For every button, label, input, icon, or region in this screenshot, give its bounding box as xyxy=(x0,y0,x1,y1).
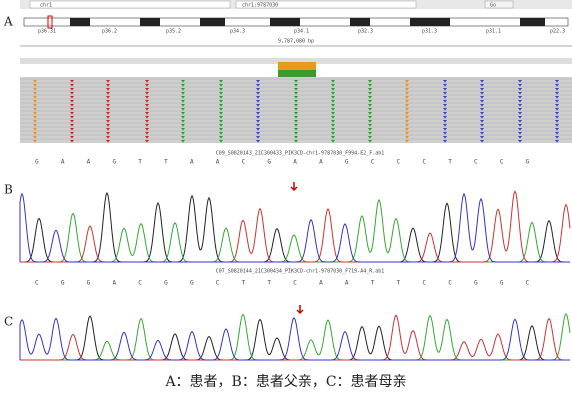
panel-label: B xyxy=(4,183,13,197)
chromatogram xyxy=(20,182,570,262)
variant-arrow xyxy=(297,305,303,313)
bases: G A A G T T A A C G A A G C C C T C C G xyxy=(35,159,539,166)
trace xyxy=(20,315,570,360)
band-label: p34.3 xyxy=(230,29,245,35)
panel-label: A xyxy=(3,15,13,29)
band-label: p36.2 xyxy=(102,29,117,35)
locus: chr1:9787030 xyxy=(242,3,278,9)
file-name: C07_S0820144_21C300434_PIK3CD-chr1-97870… xyxy=(216,269,385,275)
band-label: p31.1 xyxy=(486,29,501,35)
band-label: p34.1 xyxy=(294,29,309,35)
variant-bar xyxy=(278,70,316,77)
band xyxy=(520,18,545,26)
band xyxy=(70,18,90,26)
variant-arrow xyxy=(291,182,297,190)
go: Go xyxy=(490,3,496,9)
band xyxy=(200,18,225,26)
band xyxy=(270,18,300,26)
figure: chr1 chr1:9787030 Go p36.31 p36.2 p35.2 p34… xyxy=(0,0,572,400)
ruler: 9,787,080 bp xyxy=(278,39,314,45)
band xyxy=(140,18,160,26)
band xyxy=(410,18,450,26)
band xyxy=(350,18,370,26)
genome-box xyxy=(30,1,230,8)
band-label: p22.3 xyxy=(550,29,565,35)
band-label: p32.3 xyxy=(358,29,373,35)
band-label: p36.31 xyxy=(38,29,56,35)
file-name: C09_S0820143_21C300433_PIK3CD-chr1-97870… xyxy=(216,151,385,157)
locus-box: chr1 xyxy=(40,3,52,9)
chromatogram xyxy=(20,305,570,360)
variant-bar xyxy=(278,62,316,70)
bases: C G G A C G G C T T C A A T T C C G G C xyxy=(35,280,539,287)
trace xyxy=(20,193,570,262)
caption: A：患者，B：患者父亲，C：患者母亲 xyxy=(164,374,406,390)
panel-label: C xyxy=(4,315,13,329)
band-label: p31.3 xyxy=(422,29,437,35)
cytoband: p36.31 p36.2 p35.2 p34.3 p34.1 p32.3 p31.3 p31.… xyxy=(24,16,568,35)
band-label: p35.2 xyxy=(166,29,181,35)
